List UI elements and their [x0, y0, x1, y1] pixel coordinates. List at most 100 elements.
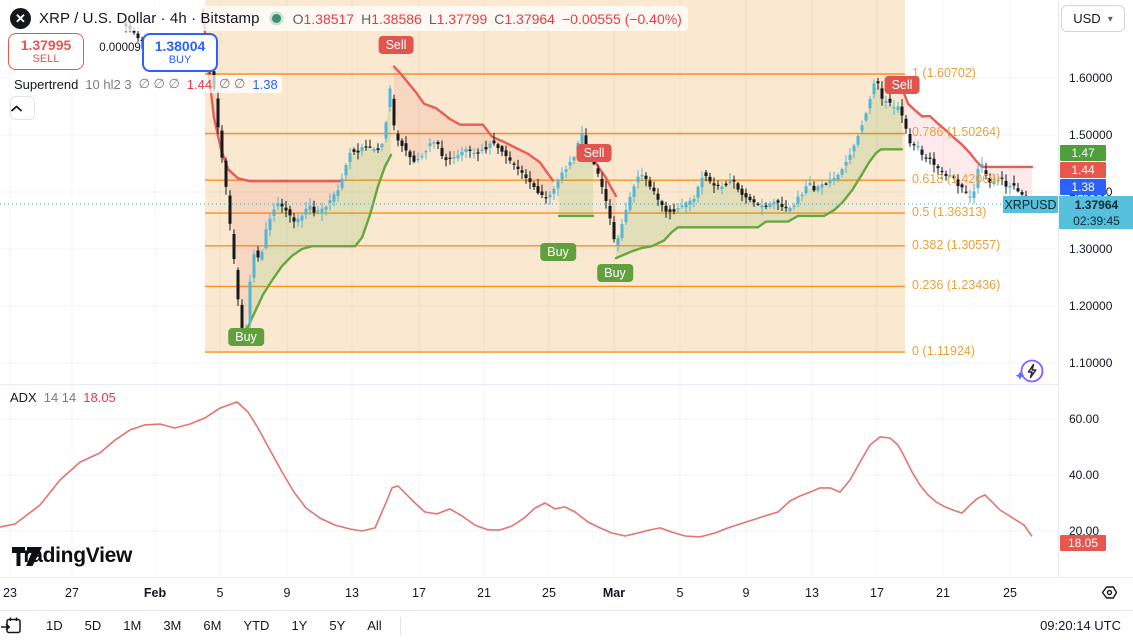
supertrend-name: Supertrend [14, 76, 79, 92]
candle [808, 182, 812, 186]
candle [556, 180, 560, 189]
candle [984, 170, 988, 176]
signal-label-sell: Sell [378, 36, 414, 54]
candle [364, 146, 368, 148]
candle [708, 176, 712, 182]
candle [788, 207, 792, 212]
candle [472, 152, 476, 155]
fib-level-label: 1 (1.60702) [912, 65, 976, 80]
time-axis-label: Mar [602, 586, 626, 600]
collapse-legend-button[interactable] [10, 96, 35, 120]
candle [800, 194, 804, 197]
candle [956, 179, 960, 186]
tradingview-logo[interactable]: TradingView [12, 544, 132, 568]
price-axis-badge: 1.44 [1060, 162, 1106, 178]
time-axis[interactable]: 23 27 Feb 5 9 13 17 21 25 Mar 5 9 13 17 21 25 [0, 577, 1133, 610]
candle [920, 149, 924, 155]
candle [292, 217, 296, 222]
candle [616, 238, 620, 245]
candle [584, 135, 588, 146]
candle [852, 145, 856, 152]
candle [904, 118, 908, 129]
time-axis-label: 13 [805, 586, 819, 600]
candle [964, 191, 968, 193]
candle [728, 180, 732, 183]
ohlc-c-value: 1.37964 [504, 10, 555, 27]
candle [320, 208, 324, 214]
candle [476, 152, 480, 154]
candle [772, 201, 776, 204]
supertrend-na-values-2: ∅ ∅ [219, 76, 246, 91]
range-button-ytd[interactable]: YTD [243, 618, 270, 633]
candle [468, 149, 472, 151]
candle [804, 186, 808, 194]
candle [1016, 188, 1020, 192]
candle [668, 209, 672, 212]
spread-value: 0.00009 [99, 42, 141, 54]
candle [268, 218, 272, 231]
currency-selector[interactable]: USD ▾ [1061, 5, 1125, 32]
candle [568, 161, 572, 166]
range-button-6m[interactable]: 6M [203, 618, 222, 633]
xrp-logo-icon: ✕ [10, 8, 31, 29]
range-button-1d[interactable]: 1D [46, 618, 63, 633]
candle [652, 187, 656, 192]
candle [532, 183, 536, 187]
market-status-icon[interactable] [271, 14, 281, 23]
candle [564, 169, 568, 172]
fib-level-label: 0.786 (1.50264) [912, 125, 1001, 140]
candle [544, 197, 548, 199]
candle [420, 156, 424, 158]
supertrend-fill [394, 66, 553, 196]
candle [784, 206, 788, 209]
candle [664, 205, 668, 212]
range-button-all[interactable]: All [367, 618, 382, 633]
time-axis-label: 13 [345, 586, 359, 600]
adx-legend[interactable]: ADX 14 14 18.05 [10, 390, 116, 405]
candle [392, 98, 396, 126]
candle [828, 179, 832, 184]
adx-line [0, 401, 1033, 538]
fib-level-label: 0 (1.11924) [912, 344, 976, 359]
sell-button[interactable]: 1.37995 SELL [8, 33, 84, 70]
fib-level-label: 0.618 (1.42069) [912, 172, 1001, 187]
candle [300, 215, 304, 221]
range-button-3m[interactable]: 3M [163, 618, 182, 633]
candle [416, 159, 420, 161]
candle [1020, 192, 1024, 195]
symbol-title[interactable]: XRP / U.S. Dollar · 4h · Bitstamp [39, 10, 260, 27]
toolbar-divider [399, 616, 401, 635]
time-axis-label: 25 [1003, 586, 1017, 600]
candle [448, 157, 452, 159]
price-axis[interactable]: 1.600001.500001.400001.300001.200001.100… [1058, 0, 1133, 577]
candle [132, 29, 136, 33]
candle [688, 200, 692, 205]
range-button-5d[interactable]: 5D [84, 618, 102, 633]
candle [516, 166, 520, 169]
range-button-1m[interactable]: 1M [123, 618, 142, 633]
candle [644, 175, 648, 179]
main-price-pane[interactable] [0, 0, 1133, 385]
candle [552, 188, 556, 194]
candle [624, 210, 628, 222]
buy-button[interactable]: 1.38004 BUY [142, 33, 218, 72]
candle [548, 194, 552, 198]
candle [488, 143, 492, 148]
candle [520, 170, 524, 173]
candle [736, 183, 740, 190]
adx-indicator-pane[interactable] [0, 385, 1133, 577]
range-button-5y[interactable]: 5Y [329, 618, 346, 633]
price-axis-badge: 1.47 [1060, 145, 1106, 161]
candle [704, 172, 708, 176]
clock-utc[interactable]: 09:20:14 UTC [1040, 618, 1121, 633]
candle [692, 198, 696, 202]
range-button-1y[interactable]: 1Y [291, 618, 308, 633]
candle [252, 254, 256, 278]
candle [860, 125, 864, 131]
supertrend-legend[interactable]: Supertrend 10 hl2 3 ∅ ∅ ∅ 1.44 ∅ ∅ 1.38 [10, 75, 282, 93]
supertrend-line [901, 89, 1034, 169]
sell-price: 1.37995 [20, 37, 72, 53]
candle [816, 186, 820, 191]
candle [916, 146, 920, 148]
